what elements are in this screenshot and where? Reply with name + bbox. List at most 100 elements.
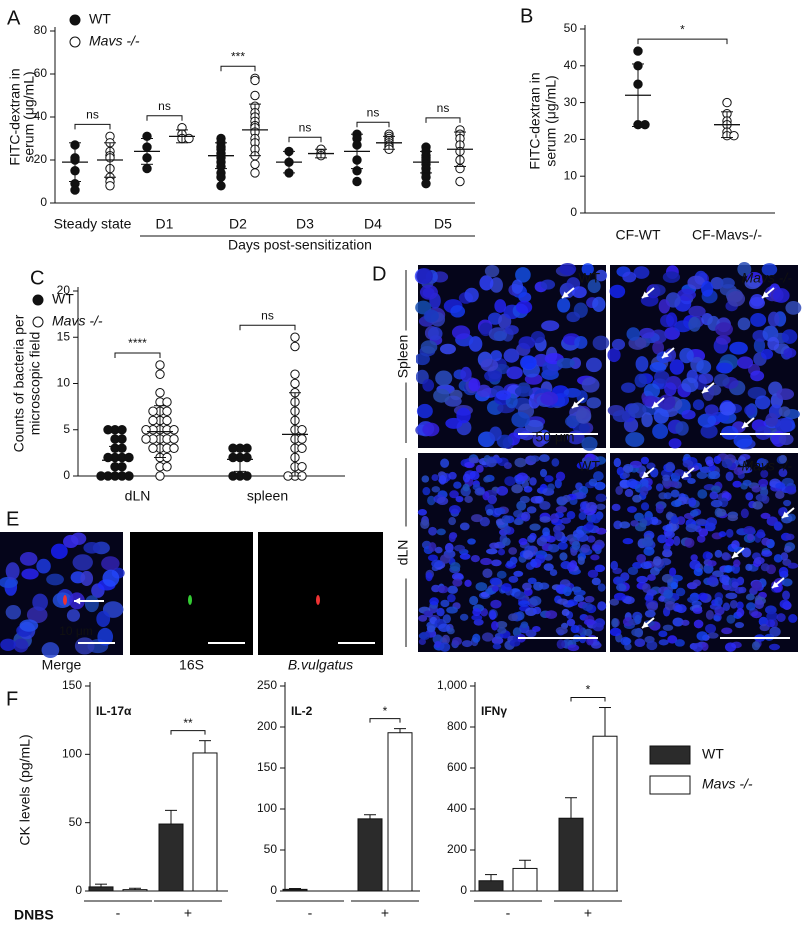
- y-tick-label: 250: [257, 678, 277, 692]
- nucleus: [448, 505, 461, 515]
- nucleus: [698, 528, 709, 537]
- data-point: [216, 172, 226, 182]
- nucleus: [736, 601, 744, 610]
- nucleus: [555, 626, 568, 635]
- nucleus: [641, 536, 654, 547]
- nucleus: [726, 614, 736, 624]
- nucleus: [472, 633, 481, 643]
- nucleus: [750, 313, 767, 327]
- data-point: [228, 452, 238, 463]
- nucleus: [101, 556, 120, 571]
- nucleus: [489, 577, 502, 586]
- nucleus: [636, 575, 648, 584]
- data-point: [103, 452, 113, 463]
- nucleus: [662, 524, 672, 532]
- nucleus: [494, 299, 507, 313]
- significance-bracket: [288, 136, 322, 143]
- nucleus: [516, 472, 529, 482]
- nucleus: [668, 438, 682, 449]
- nucleus: [19, 619, 39, 632]
- nucleus: [613, 457, 622, 468]
- data-point: [242, 471, 252, 481]
- nucleus: [613, 520, 623, 530]
- nucleus: [523, 550, 534, 560]
- nucleus: [673, 535, 681, 546]
- nucleus: [508, 547, 518, 555]
- y-tick-label: 200: [257, 719, 277, 733]
- y-tick-label: 100: [257, 801, 277, 815]
- nucleus: [529, 532, 537, 541]
- data-point: [117, 443, 127, 453]
- micrograph: [258, 532, 383, 655]
- nucleus: [521, 356, 537, 370]
- nucleus: [469, 457, 480, 464]
- data-point: [297, 443, 307, 453]
- nucleus: [533, 606, 542, 615]
- significance-bracket: [425, 117, 461, 123]
- x-tick-label: CF-WT: [615, 227, 661, 243]
- nucleus: [619, 521, 631, 529]
- x-tick-label: D2: [229, 216, 247, 232]
- nucleus: [713, 455, 722, 465]
- nucleus: [440, 599, 450, 608]
- nucleus: [634, 638, 646, 648]
- nucleus: [754, 395, 771, 410]
- nucleus: [622, 596, 635, 605]
- arrow-head: [642, 291, 649, 298]
- y-tick-label: 50: [264, 842, 278, 856]
- nucleus: [554, 530, 563, 540]
- nucleus: [437, 585, 449, 594]
- nucleus: [450, 305, 466, 318]
- nucleus: [646, 640, 658, 651]
- nucleus: [746, 602, 756, 611]
- nucleus: [451, 325, 471, 340]
- nucleus: [664, 382, 677, 396]
- nucleus: [737, 317, 751, 331]
- x-tick-label: Steady state: [54, 216, 132, 232]
- nucleus: [46, 573, 64, 586]
- nucleus: [669, 359, 685, 375]
- nucleus: [438, 475, 447, 485]
- nucleus: [464, 495, 473, 503]
- nucleus: [666, 312, 678, 328]
- nucleus: [700, 424, 718, 439]
- data-point: [169, 425, 179, 435]
- y-tick-label: 150: [257, 760, 277, 774]
- nucleus: [476, 384, 492, 398]
- nucleus: [701, 642, 709, 651]
- nucleus: [532, 625, 541, 633]
- x-axis-label: DNBS: [14, 907, 54, 923]
- nucleus: [448, 517, 456, 526]
- nucleus: [640, 561, 652, 570]
- nucleus: [530, 495, 543, 504]
- nucleus: [664, 326, 680, 340]
- scale-bar-label: 50 μm: [535, 429, 574, 445]
- nucleus: [679, 347, 694, 364]
- nucleus: [647, 284, 666, 297]
- data-point: [148, 406, 158, 416]
- nucleus: [653, 408, 669, 424]
- nucleus: [590, 513, 601, 524]
- nucleus: [622, 463, 634, 473]
- y-axis-label: CK levels (pg/mL): [17, 734, 33, 845]
- data-point: [297, 462, 307, 472]
- nucleus: [513, 570, 524, 577]
- panel-letter: B: [520, 5, 533, 27]
- nucleus: [420, 519, 430, 529]
- nucleus: [584, 456, 593, 467]
- nucleus: [519, 430, 534, 441]
- nucleus: [557, 541, 568, 550]
- nucleus: [538, 582, 550, 590]
- arrow-head: [732, 551, 739, 558]
- nucleus: [725, 592, 738, 600]
- nucleus: [615, 486, 623, 495]
- data-point: [216, 181, 226, 191]
- nucleus: [768, 643, 780, 651]
- nucleus: [519, 495, 530, 504]
- nucleus: [80, 570, 94, 586]
- nucleus: [620, 636, 631, 646]
- y-tick-label: 0: [63, 468, 70, 482]
- nucleus: [743, 526, 756, 535]
- nucleus: [550, 513, 560, 524]
